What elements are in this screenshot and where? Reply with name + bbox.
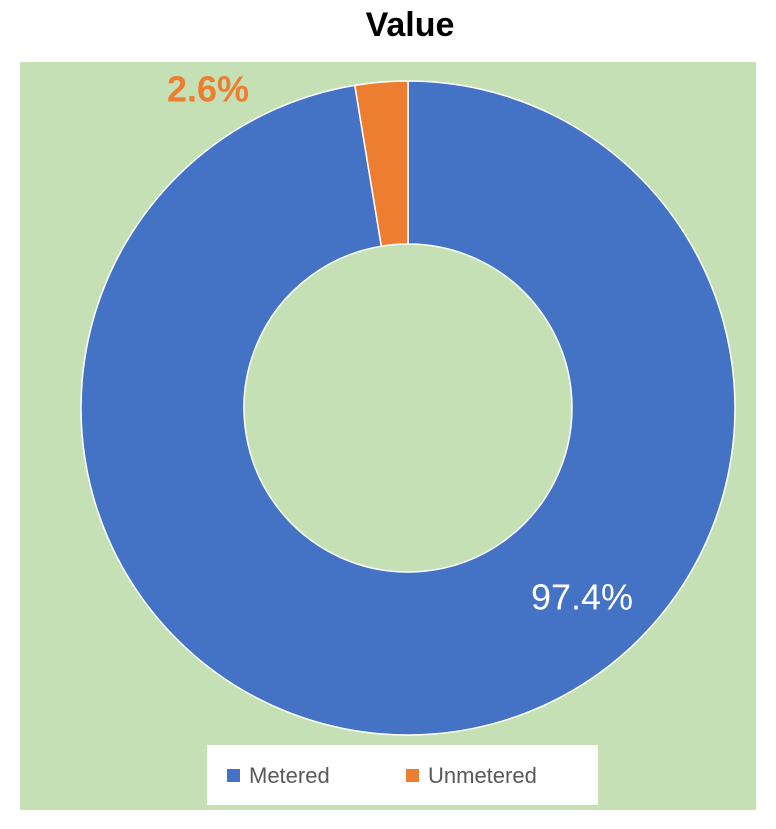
donut-slice [353, 80, 409, 248]
legend-label: Unmetered [428, 763, 537, 788]
legend-marker [406, 769, 419, 782]
donut-slice [80, 80, 736, 736]
chart-title: Value [366, 6, 455, 44]
legend: Metered Unmetered [207, 745, 598, 805]
data-label: 97.4% [531, 577, 633, 618]
legend-marker [227, 769, 240, 782]
legend-label: Metered [249, 763, 330, 788]
legend-box [207, 745, 598, 805]
data-label: 2.6% [167, 69, 249, 110]
